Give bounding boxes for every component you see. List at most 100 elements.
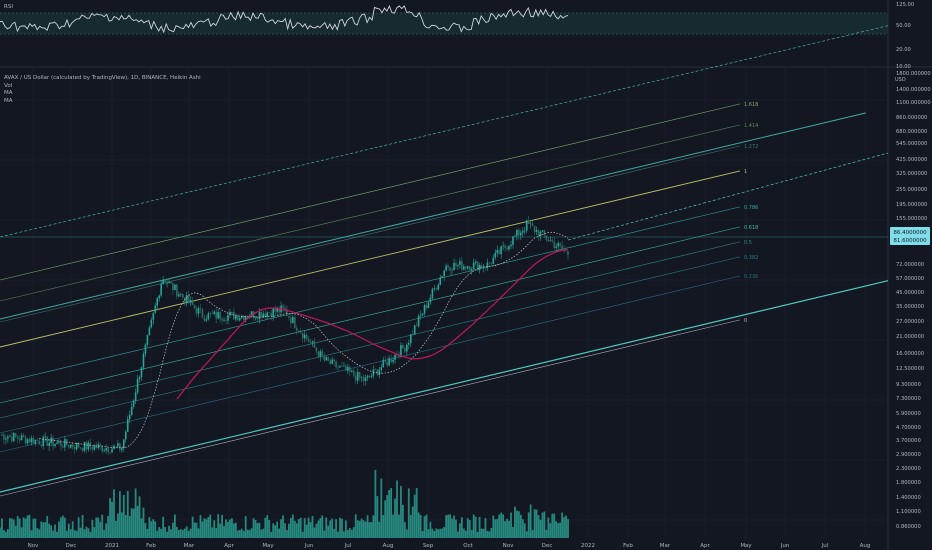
volume-bar [341,518,343,538]
candle-body [52,437,54,447]
price-axis: 1800.000000 1400.000000 1100.000000 860.000… [896,71,931,530]
candle-body [425,304,428,309]
time-tick: Aug [860,543,871,549]
volume-bar [211,527,214,538]
volume-bar [551,513,554,538]
volume-bar [77,517,80,538]
volume-bar [71,521,74,538]
volume-bar [405,529,408,538]
rsi-axis: 125.00 50.00 20.00 10.00 [896,2,914,70]
candle-body [221,319,223,321]
volume-bar [97,517,100,538]
candle-body [435,288,438,290]
volume-bar [321,515,324,538]
price-tick: 1.800000 [896,480,921,486]
legend-title[interactable]: AVAX / US Dollar (calculated by TradingV… [4,75,201,81]
volume-bar [164,526,166,538]
volume-bar [256,523,259,538]
candle-body [368,375,371,377]
volume-bar [282,515,284,538]
price-box [890,227,930,245]
volume-bar [229,519,231,538]
volume-bar [75,530,78,538]
candle-body [478,264,481,271]
candle-body [525,220,528,231]
candle-body [34,439,37,444]
volume-bar [122,494,125,538]
candle-body [464,266,467,269]
volume-bar [486,530,489,538]
volume-bar [99,521,102,538]
volume-bar [203,518,206,538]
candle-body [415,325,418,327]
volume-bar [240,528,243,538]
price-tick: 680.000000 [896,129,927,135]
time-axis: Nov Dec 2021 Feb Mar Apr May Jun Jul Aug Sep Oct Nov… [28,543,871,549]
candle-body [484,267,487,269]
volume-bar [232,523,235,538]
candle-body [258,312,261,319]
fib-label: 1 [744,169,747,175]
candle-body [9,436,11,437]
candle-body [119,443,121,450]
volume-bar [115,520,117,538]
candle-body [396,354,398,356]
candle-body [73,447,76,450]
volume-bar [521,519,524,538]
candle-body [10,436,13,442]
candle-body [67,445,70,448]
candle-body [541,230,544,232]
volume-bar [30,530,33,538]
candle-body [531,223,534,226]
channel-line [0,319,741,497]
volume-bar [56,531,58,538]
volume-bar [179,529,182,538]
volume-bar [510,512,512,538]
volume-bar [138,496,141,538]
candle-body [533,225,536,232]
volume-bar [236,530,239,538]
channel-line [0,103,741,281]
volume-bar [382,514,385,538]
volume-bar [209,514,212,538]
candle-body [490,262,493,264]
candle-body [158,295,160,299]
candle-body [5,438,7,440]
channel-line [0,275,741,453]
volume-bar [207,517,210,538]
candle-body [327,357,330,361]
candle-body [99,444,102,446]
candle-body [337,367,339,368]
candle-body [504,245,506,248]
candle-body [254,317,257,319]
candle-body [506,247,508,250]
candle-body [132,400,135,407]
volume-bar [175,526,178,538]
candle-body [333,359,335,362]
volume-bar [40,521,43,538]
channel-line [0,206,741,384]
volume-bar [384,500,387,538]
volume-bar [472,514,475,538]
legend-ma-2[interactable]: MA [4,97,13,104]
volume-bar [490,527,493,538]
candle-body [362,377,365,382]
volume-bar [519,514,522,538]
volume-bar [6,528,9,538]
volume-bar [380,478,383,538]
volume-bar [299,517,302,538]
candle-body [28,439,31,443]
candle-body [272,308,274,317]
volume-bar [65,530,68,538]
legend-volume[interactable]: Vol [4,82,13,89]
legend-ma-1[interactable]: MA [4,90,13,96]
price-tick: 7.300000 [896,396,921,402]
volume-bar [459,523,461,538]
rsi-tick: 20.00 [896,47,911,53]
candle-body [512,236,514,245]
candle-body [341,366,343,367]
rsi-tick: 50.00 [896,23,911,29]
volume-bar [421,530,424,538]
